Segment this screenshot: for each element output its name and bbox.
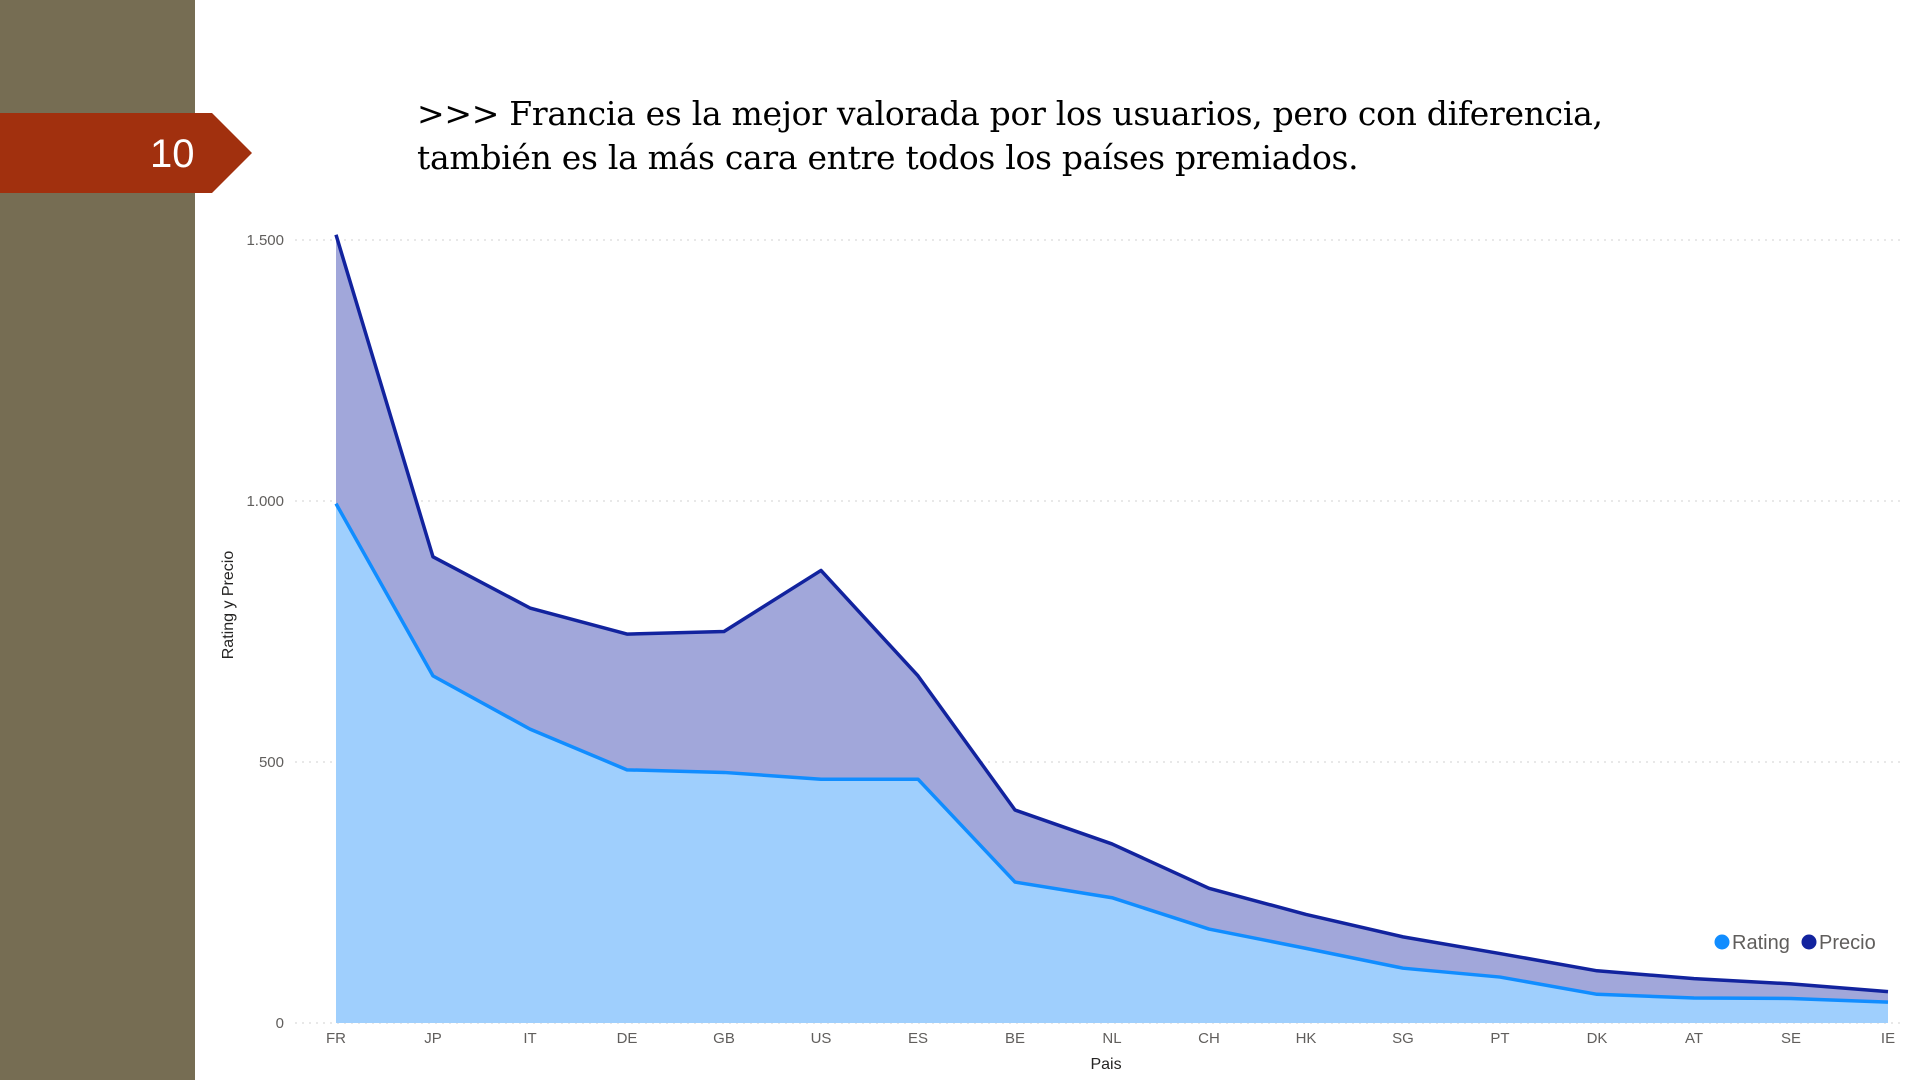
x-tick-label-fr: FR bbox=[326, 1030, 346, 1047]
precio-point-ch bbox=[1206, 885, 1212, 891]
x-tick-label-nl: NL bbox=[1102, 1030, 1121, 1047]
slide-number: 10 bbox=[150, 132, 195, 176]
y-axis-ticks: 0 500 1.000 1.500 bbox=[246, 232, 284, 1032]
precio-line bbox=[334, 234, 1889, 994]
x-tick-label-dk: DK bbox=[1587, 1030, 1608, 1047]
x-tick-label-ie: IE bbox=[1881, 1030, 1895, 1047]
slide-headline: >>> Francia es la mejor valorada por los… bbox=[417, 94, 1603, 177]
rating-point-sg bbox=[1400, 965, 1406, 971]
rating-point-pt bbox=[1497, 974, 1503, 980]
rating-point-fr bbox=[333, 501, 339, 507]
precio-point-jp bbox=[430, 554, 436, 560]
x-tick-label-de: DE bbox=[617, 1030, 638, 1047]
rating-point-at bbox=[1691, 995, 1697, 1001]
precio-point-dk bbox=[1594, 968, 1600, 974]
precio-point-sg bbox=[1400, 934, 1406, 940]
legend-marker-rating bbox=[1714, 934, 1730, 950]
precio-point-fr bbox=[333, 232, 339, 238]
x-tick-label-hk: HK bbox=[1296, 1030, 1317, 1047]
y-tick-label: 0 bbox=[276, 1015, 284, 1032]
rating-point-gb bbox=[721, 769, 727, 775]
x-tick-label-jp: JP bbox=[424, 1030, 442, 1047]
precio-point-de bbox=[624, 631, 630, 637]
legend-marker-precio bbox=[1801, 934, 1817, 950]
rating-point-dk bbox=[1594, 991, 1600, 997]
x-tick-label-pt: PT bbox=[1490, 1030, 1509, 1047]
legend-label-rating[interactable]: Rating bbox=[1732, 932, 1790, 954]
precio-point-es bbox=[915, 673, 921, 679]
precio-point-se bbox=[1788, 981, 1794, 987]
rating-point-jp bbox=[430, 673, 436, 679]
rating-point-be bbox=[1012, 879, 1018, 885]
rating-point-us bbox=[818, 776, 824, 782]
precio-point-gb bbox=[721, 629, 727, 635]
slide-number-badge bbox=[0, 113, 252, 193]
rating-point-es bbox=[915, 776, 921, 782]
x-tick-label-us: US bbox=[811, 1030, 832, 1047]
x-axis-title: Pais bbox=[1090, 1056, 1121, 1073]
rating-point-de bbox=[624, 767, 630, 773]
rating-point-ie bbox=[1885, 999, 1891, 1005]
x-tick-label-be: BE bbox=[1005, 1030, 1025, 1047]
rating-line bbox=[334, 502, 1889, 1004]
x-tick-label-gb: GB bbox=[713, 1030, 735, 1047]
y-tick-label: 500 bbox=[259, 754, 284, 771]
series-lines bbox=[333, 232, 1891, 1005]
rating-point-ch bbox=[1206, 926, 1212, 932]
badge-arrow-shape bbox=[0, 113, 252, 193]
x-tick-label-es: ES bbox=[908, 1030, 928, 1047]
legend-label-precio[interactable]: Precio bbox=[1819, 932, 1876, 954]
rating-area bbox=[336, 503, 1888, 1023]
precio-point-be bbox=[1012, 807, 1018, 813]
x-tick-label-it: IT bbox=[523, 1030, 536, 1047]
area-fills bbox=[336, 234, 1888, 1023]
rating-point-it bbox=[527, 726, 533, 732]
y-axis-title: Rating y Precio bbox=[220, 551, 237, 660]
precio-point-it bbox=[527, 605, 533, 611]
precio-point-nl bbox=[1109, 841, 1115, 847]
precio-point-ie bbox=[1885, 989, 1891, 995]
x-tick-label-ch: CH bbox=[1198, 1030, 1220, 1047]
x-tick-label-sg: SG bbox=[1392, 1030, 1414, 1047]
precio-point-pt bbox=[1497, 951, 1503, 957]
x-axis-ticks: FR JP IT DE GB US ES BE NL CH HK SG PT DK AT SE IE bbox=[326, 1030, 1895, 1047]
x-tick-label-at: AT bbox=[1685, 1030, 1703, 1047]
precio-point-at bbox=[1691, 976, 1697, 982]
rating-point-se bbox=[1788, 995, 1794, 1001]
y-tick-label: 1.000 bbox=[246, 493, 284, 510]
precio-point-us bbox=[818, 567, 824, 573]
rating-point-nl bbox=[1109, 895, 1115, 901]
legend[interactable]: Rating Precio bbox=[1714, 932, 1876, 954]
y-tick-label: 1.500 bbox=[246, 232, 284, 249]
x-tick-label-se: SE bbox=[1781, 1030, 1801, 1047]
rating-point-hk bbox=[1303, 945, 1309, 951]
precio-point-hk bbox=[1303, 911, 1309, 917]
